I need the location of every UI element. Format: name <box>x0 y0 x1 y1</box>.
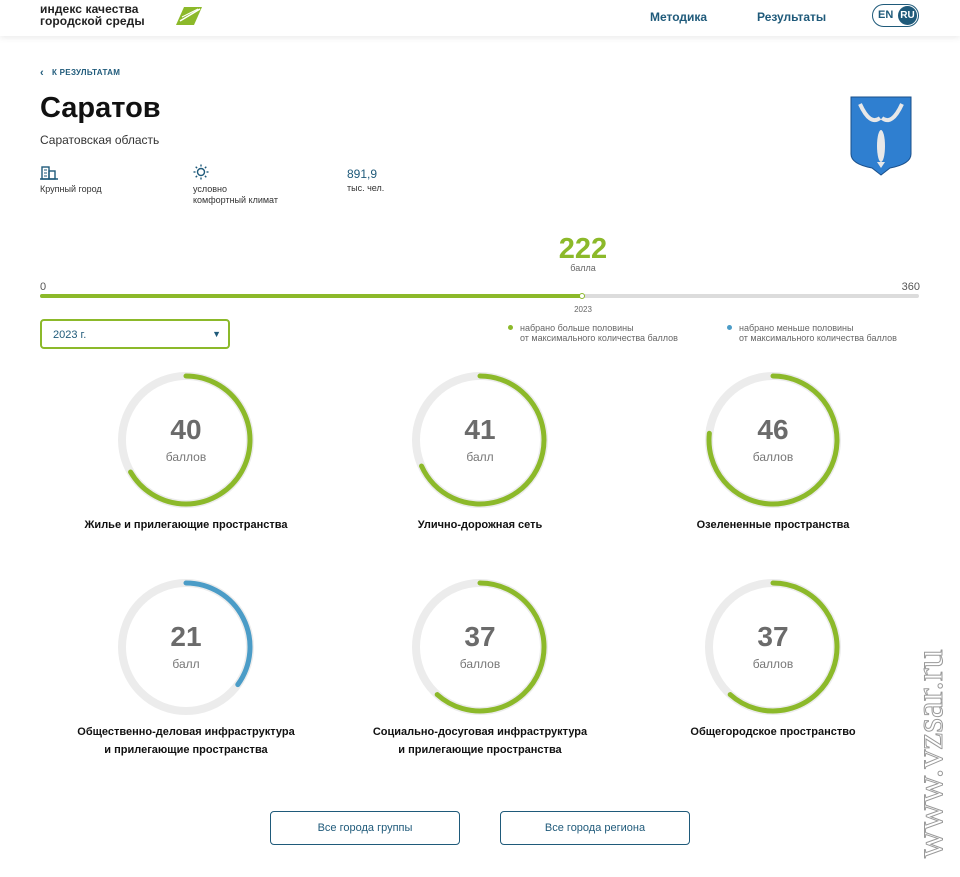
legend-dot-green <box>508 325 513 330</box>
watermark: www.vzsar.ru <box>912 649 952 859</box>
population-unit: тыс. чел. <box>347 183 385 193</box>
gauge-unit: балл <box>172 657 200 671</box>
all-region-cities-button[interactable]: Все города региона <box>500 811 690 845</box>
gauge-ring <box>705 372 841 508</box>
gauge-arc <box>434 580 547 714</box>
gauge-score: 37 <box>757 621 789 652</box>
city-type-label: Крупный город <box>40 184 102 194</box>
gauge-unit: баллов <box>459 657 501 671</box>
category-gauge[interactable]: 46 баллов <box>703 370 843 510</box>
gauge-ring <box>705 579 841 715</box>
category-label: Общегородское пространство <box>690 726 856 738</box>
legend-dot-blue <box>727 325 732 330</box>
page-title: Саратов <box>40 92 161 124</box>
category-gauge[interactable]: 37 баллов <box>703 577 843 717</box>
category-label: Общественно-деловая инфраструктура и при… <box>77 726 295 756</box>
progress-year-label: 2023 <box>574 305 592 314</box>
watermark-text: www.vzsar.ru <box>912 649 951 858</box>
coat-of-arms-emblem <box>850 96 912 176</box>
gauge-unit: баллов <box>752 657 794 671</box>
building-icon <box>40 166 58 180</box>
back-to-results-link[interactable]: ‹ К РЕЗУЛЬТАТАМ <box>40 67 120 79</box>
gauge-ring <box>412 372 548 508</box>
total-score: 222 <box>558 233 608 265</box>
sun-icon <box>193 164 209 180</box>
progress-fill <box>40 294 582 298</box>
category-label: Озелененные пространства <box>696 519 850 531</box>
dropdown-arrow-icon: ▼ <box>212 329 221 339</box>
category-gauge[interactable]: 21 балл <box>116 577 256 717</box>
gauge-ring <box>412 579 548 715</box>
scale-min: 0 <box>40 281 47 293</box>
gauge-arc <box>727 580 840 714</box>
region-name: Саратовская область <box>40 133 160 147</box>
site-logo-text[interactable]: индекс качества городской среды <box>40 2 145 28</box>
scale-max: 360 <box>901 281 920 293</box>
total-score-progress-bar <box>40 293 919 299</box>
gauge-unit: баллов <box>752 450 794 464</box>
climate-label: условно комфортный климат <box>193 184 278 205</box>
lang-en-option[interactable]: EN <box>878 9 894 21</box>
gauge-arc <box>128 373 253 507</box>
language-switch[interactable]: EN RU <box>872 4 919 27</box>
gauge-unit: балл <box>466 450 494 464</box>
all-group-cities-button[interactable]: Все города группы <box>270 811 460 845</box>
gauge-score: 37 <box>464 621 496 652</box>
year-dropdown-value: 2023 г. <box>53 329 87 341</box>
gauge-score: 40 <box>170 414 202 445</box>
category-label: Улично-дорожная сеть <box>417 519 543 531</box>
population-value: 891,9 <box>347 167 378 181</box>
legend-text: набрано меньше половины от максимального… <box>739 323 897 343</box>
gauge-ring <box>118 372 254 508</box>
gauge-unit: баллов <box>165 450 207 464</box>
top-header: индекс качества городской среды Методика… <box>0 0 960 36</box>
progress-marker <box>579 293 585 299</box>
gauge-ring <box>118 579 254 715</box>
gauge-arc <box>419 373 547 507</box>
back-link-label: К РЕЗУЛЬТАТАМ <box>51 68 121 77</box>
nav-results[interactable]: Результаты <box>757 10 827 24</box>
gauge-arc <box>183 580 253 688</box>
category-gauge[interactable]: 40 баллов <box>116 370 256 510</box>
category-gauge[interactable]: 41 балл <box>410 370 550 510</box>
category-label: Социально-досуговая инфраструктура и при… <box>372 726 588 756</box>
lang-ru-option[interactable]: RU <box>898 6 917 25</box>
total-score-unit: балла <box>570 263 596 273</box>
chevron-left-icon: ‹ <box>40 67 44 79</box>
gauge-score: 41 <box>464 414 496 445</box>
gauge-score: 21 <box>170 621 202 652</box>
gauge-score: 46 <box>757 414 789 445</box>
category-label: Жилье и прилегающие пространства <box>84 519 288 531</box>
legend-text: набрано больше половины от максимального… <box>520 323 678 343</box>
category-gauge[interactable]: 37 баллов <box>410 577 550 717</box>
year-dropdown[interactable]: 2023 г. ▼ <box>40 319 230 349</box>
nav-methodology[interactable]: Методика <box>650 10 708 24</box>
gauge-arc <box>706 373 840 507</box>
logo-leaf-icon[interactable] <box>174 3 204 27</box>
